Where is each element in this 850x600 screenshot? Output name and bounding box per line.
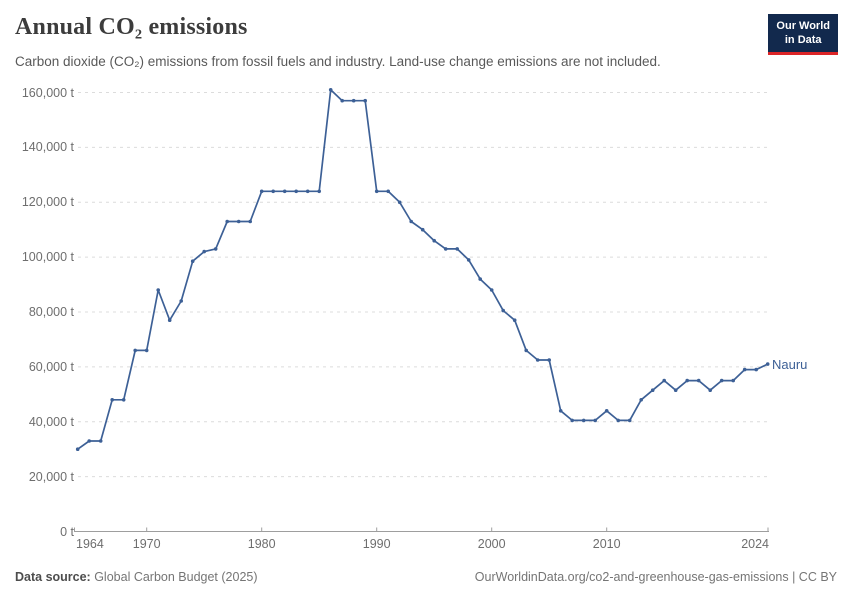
data-point-2022[interactable]	[742, 367, 747, 372]
data-point-2019[interactable]	[708, 388, 712, 393]
y-axis-tick-label-60000: 60,000 t	[28, 359, 74, 374]
data-point-2023[interactable]	[754, 367, 758, 372]
data-point-2003[interactable]	[524, 348, 528, 353]
series-end-label-nauru: Nauru	[772, 356, 808, 372]
data-point-1997[interactable]	[455, 247, 460, 251]
data-point-1966[interactable]	[98, 439, 103, 443]
y-axis-tick-label-160000: 160,000 t	[21, 85, 74, 100]
page-title: Annual CO₂ emissions	[15, 14, 248, 40]
data-point-1985[interactable]	[317, 189, 322, 194]
data-point-1986[interactable]	[328, 88, 333, 92]
data-point-1977[interactable]	[225, 219, 229, 224]
data-point-1971[interactable]	[156, 288, 160, 292]
footer-citation-link[interactable]: OurWorldinData.org/co2-and-greenhouse-ga…	[474, 570, 837, 584]
owid-logo-line2: in Data	[784, 34, 822, 47]
x-axis-tick-label-1980: 1980	[247, 537, 276, 551]
data-point-2002[interactable]	[512, 318, 517, 323]
data-point-1979[interactable]	[248, 219, 252, 224]
data-point-1980[interactable]	[259, 189, 264, 194]
y-axis-tick-label-0: 0 t	[60, 524, 74, 539]
x-axis-tick-label-1970: 1970	[132, 537, 161, 551]
data-point-1972[interactable]	[167, 318, 172, 323]
data-point-1970[interactable]	[144, 348, 149, 353]
data-point-1989[interactable]	[363, 98, 368, 103]
y-axis-tick-label-100000: 100,000 t	[21, 250, 74, 265]
data-point-1978[interactable]	[236, 219, 241, 224]
data-point-1984[interactable]	[305, 189, 310, 194]
data-point-1976[interactable]	[213, 247, 218, 251]
data-point-2021[interactable]	[731, 378, 735, 383]
data-point-1968[interactable]	[121, 398, 126, 402]
data-point-2014[interactable]	[650, 388, 655, 393]
data-point-1992[interactable]	[397, 200, 402, 205]
data-point-2020[interactable]	[719, 378, 724, 383]
data-point-1981[interactable]	[271, 189, 276, 194]
series-line-nauru[interactable]	[75, 88, 770, 452]
data-point-1991[interactable]	[386, 189, 391, 194]
x-axis-tick-label-2024: 2024	[741, 537, 769, 551]
data-point-2010[interactable]	[604, 409, 609, 413]
x-axis-tick-label-1990: 1990	[362, 537, 391, 551]
gridlines-and-axis	[74, 92, 769, 532]
data-point-2016[interactable]	[673, 388, 678, 393]
data-point-1975[interactable]	[202, 249, 206, 254]
y-axis-tick-label-40000: 40,000 t	[28, 414, 74, 429]
data-point-1995[interactable]	[432, 238, 437, 243]
y-axis-tick-label-20000: 20,000 t	[28, 469, 74, 484]
data-point-1996[interactable]	[443, 247, 448, 251]
data-point-2009[interactable]	[593, 418, 597, 423]
data-point-2004[interactable]	[535, 358, 540, 362]
data-point-1990[interactable]	[374, 189, 379, 194]
data-point-1982[interactable]	[282, 189, 287, 194]
data-point-2005[interactable]	[547, 358, 551, 362]
data-point-2012[interactable]	[627, 418, 632, 423]
owid-logo[interactable]: Our World in Data	[768, 14, 838, 55]
data-point-2006[interactable]	[558, 409, 563, 413]
data-point-1998[interactable]	[466, 258, 471, 262]
data-point-1967[interactable]	[110, 398, 114, 402]
footer-source-label: Data source:	[15, 570, 91, 584]
data-point-1999[interactable]	[478, 277, 483, 281]
footer-source: Data source: Global Carbon Budget (2025)	[15, 570, 258, 584]
data-point-1983[interactable]	[294, 189, 299, 194]
x-axis-tick-label-1964: 1964	[76, 537, 104, 551]
y-axis-tick-label-80000: 80,000 t	[28, 305, 74, 319]
footer-source-value: Global Carbon Budget (2025)	[90, 570, 258, 584]
data-point-1994[interactable]	[420, 227, 425, 232]
data-point-2001[interactable]	[501, 308, 506, 313]
y-axis-tick-label-140000: 140,000 t	[21, 140, 74, 155]
data-point-1988[interactable]	[351, 98, 356, 103]
data-point-1973[interactable]	[179, 299, 183, 303]
data-point-2008[interactable]	[581, 418, 586, 423]
data-point-2007[interactable]	[570, 418, 574, 423]
data-point-2013[interactable]	[639, 398, 643, 402]
data-point-2017[interactable]	[685, 378, 689, 383]
data-point-1993[interactable]	[409, 219, 414, 224]
owid-logo-line1: Our World	[776, 20, 830, 32]
data-point-1974[interactable]	[190, 259, 195, 264]
data-point-1964[interactable]	[75, 447, 80, 452]
y-axis-tick-label-120000: 120,000 t	[21, 195, 74, 210]
data-point-2024[interactable]	[765, 362, 770, 366]
page-subtitle: Carbon dioxide (CO₂) emissions from foss…	[15, 54, 661, 69]
x-axis-tick-label-2000: 2000	[477, 537, 506, 551]
data-point-1965[interactable]	[87, 439, 91, 443]
data-point-1969[interactable]	[133, 348, 137, 353]
data-point-2011[interactable]	[616, 418, 620, 423]
data-point-1987[interactable]	[340, 98, 345, 103]
data-point-2015[interactable]	[662, 378, 666, 383]
x-axis-tick-label-2010: 2010	[592, 537, 621, 551]
data-point-2000[interactable]	[489, 288, 494, 292]
data-point-2018[interactable]	[696, 378, 701, 383]
